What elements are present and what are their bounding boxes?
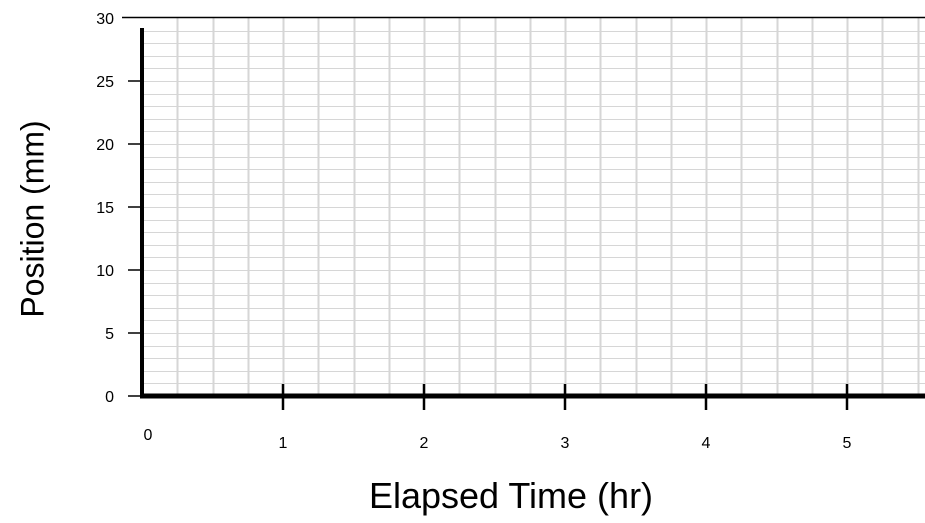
- x-tick-label: 0: [144, 427, 153, 444]
- x-tick-label: 2: [420, 435, 429, 452]
- y-tick-label: 25: [96, 74, 114, 91]
- x-axis-title: Elapsed Time (hr): [368, 475, 654, 516]
- y-tick-label: 10: [96, 263, 114, 280]
- tick-labels: 0 5 10 15 20 25 30 0 1 2 3 4 5: [96, 11, 851, 452]
- x-tick-label: 3: [561, 435, 570, 452]
- y-tick-label: 5: [105, 326, 114, 343]
- axes: [122, 16, 925, 399]
- y-axis-title: Position (mm): [14, 120, 51, 318]
- y-tick-label: 20: [96, 137, 114, 154]
- y-tick-label: 0: [105, 389, 114, 406]
- x-tick-label: 5: [843, 435, 852, 452]
- y-tick-label: 15: [96, 200, 114, 217]
- y-tick-label: 30: [96, 11, 114, 28]
- tick-marks: [128, 80, 849, 410]
- x-tick-label: 1: [279, 435, 288, 452]
- plot-area: [142, 17, 925, 396]
- x-tick-label: 4: [702, 435, 711, 452]
- grid-lines: [142, 18, 925, 396]
